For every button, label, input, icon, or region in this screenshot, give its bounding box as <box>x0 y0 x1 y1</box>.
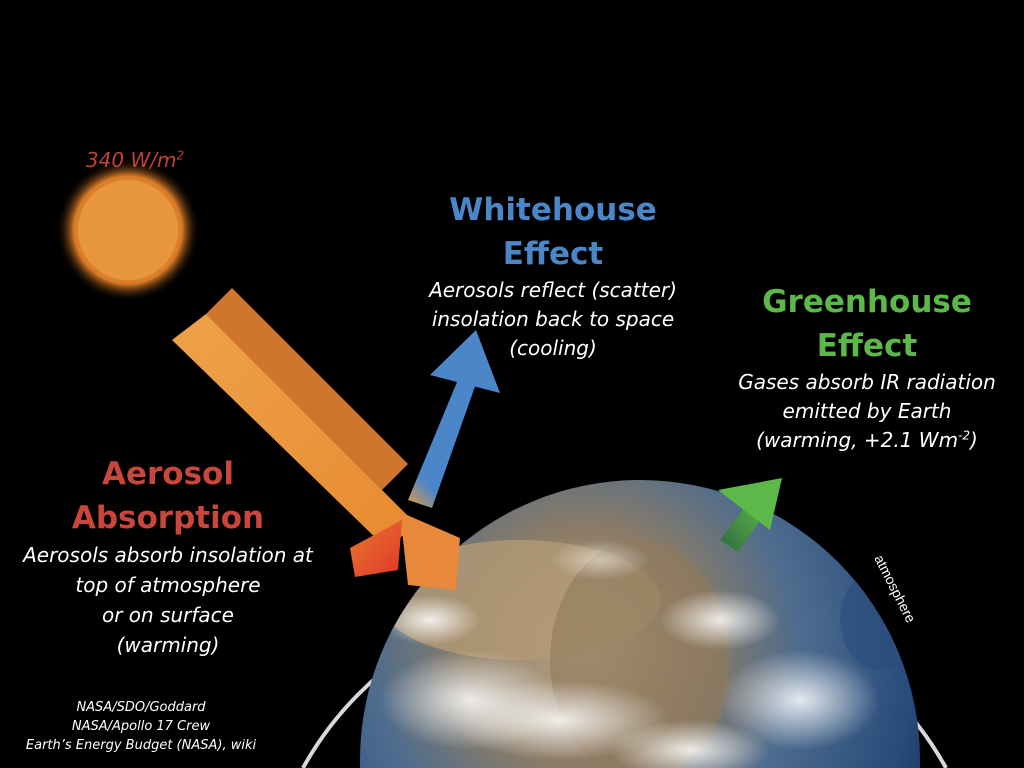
greenhouse-desc-line3-exponent: -2 <box>958 428 971 443</box>
greenhouse-block: Greenhouse Effect Gases absorb IR radiat… <box>715 280 1019 455</box>
absorption-title-line2: Absorption <box>71 500 265 536</box>
credit-line: NASA/SDO/Goddard <box>76 700 206 715</box>
absorption-desc-line3: or on surface <box>101 603 234 627</box>
greenhouse-desc-line2: emitted by Earth <box>782 399 952 423</box>
absorption-desc-line1: Aerosols absorb insolation at <box>23 543 313 567</box>
sun-flux-value: 340 W/m <box>85 148 177 172</box>
sun-flux-exponent: 2 <box>176 148 185 163</box>
greenhouse-desc-line3-prefix: (warming, +2.1 Wm <box>756 428 959 452</box>
credit-line: Earth’s Energy Budget (NASA), wiki <box>25 738 257 753</box>
credit-line: NASA/Apollo 17 Crew <box>71 719 211 734</box>
earth <box>360 480 920 768</box>
insolation-beam <box>172 314 415 550</box>
whitehouse-block: Whitehouse Effect Aerosols reflect (scat… <box>400 188 706 363</box>
sun <box>78 180 178 280</box>
whitehouse-desc-line1: Aerosols reflect (scatter) <box>429 278 677 302</box>
image-credits: NASA/SDO/Goddard NASA/Apollo 17 Crew Ear… <box>6 698 276 755</box>
whitehouse-desc-line3: (cooling) <box>509 336 597 360</box>
insolation-beam-shadow <box>206 288 408 490</box>
greenhouse-desc-line3: (warming, +2.1 Wm-2) <box>715 426 1019 455</box>
whitehouse-arrow <box>408 330 500 508</box>
greenhouse-desc-line1: Gases absorb IR radiation <box>738 370 996 394</box>
greenhouse-arrow <box>718 478 782 552</box>
greenhouse-title-line1: Greenhouse <box>762 284 972 320</box>
insolation-arrowhead <box>400 512 460 590</box>
greenhouse-title-line2: Effect <box>816 328 918 364</box>
sun-flux-label: 340 W/m2 <box>60 148 210 172</box>
absorption-title-line1: Aerosol <box>102 456 234 492</box>
absorption-block: Aerosol Absorption Aerosols absorb insol… <box>4 452 332 660</box>
whitehouse-title-line1: Whitehouse <box>449 192 657 228</box>
whitehouse-desc-line2: insolation back to space <box>431 307 675 331</box>
greenhouse-desc-line3-suffix: ) <box>970 428 978 452</box>
absorption-desc-line2: top of atmosphere <box>75 573 261 597</box>
whitehouse-title-line2: Effect <box>502 236 604 272</box>
absorption-desc-line4: (warming) <box>116 633 220 657</box>
absorption-arrowhead <box>350 520 402 577</box>
